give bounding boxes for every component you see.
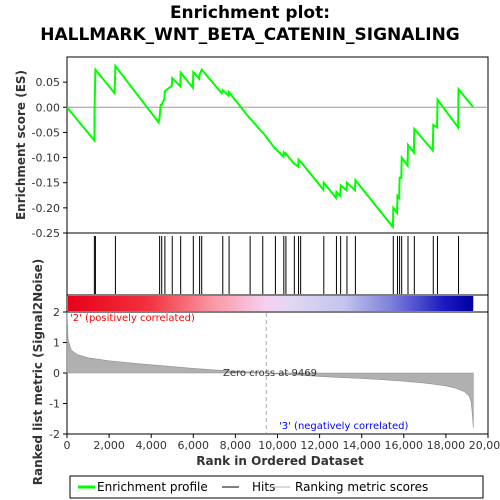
legend: Enrichment profile Hits Ranking metric s…: [69, 475, 484, 499]
x-tick-label: 10,000: [258, 439, 297, 452]
x-tick-label: 8,000: [220, 439, 252, 452]
metric-y-axis-label: Ranked list metric (Signal2Noise): [31, 259, 45, 486]
legend-hits-label: Hits: [252, 480, 275, 494]
legend-ranking-label: Ranking metric scores: [295, 480, 428, 494]
es-tick-label: -0.05: [32, 126, 60, 139]
es-tick-label: 0.05: [36, 76, 61, 89]
es-tick-label: -0.25: [32, 227, 60, 240]
enrichment-profile-line: [66, 63, 475, 230]
es-tick-label: -0.20: [32, 202, 60, 215]
es-y-axis-label: Enrichment score (ES): [14, 70, 28, 220]
chart-title-line2: HALLMARK_WNT_BETA_CATENIN_SIGNALING: [40, 25, 460, 45]
metric-tick-label: 2: [53, 306, 60, 319]
x-tick-label: 2,000: [93, 439, 125, 452]
es-panel: 0.05 0.00 -0.05 -0.10 -0.15 -0.20 -0.25: [32, 56, 489, 240]
es-panel-frame: [66, 56, 489, 234]
positive-correlation-label: '2' (positively correlated): [70, 313, 195, 324]
rank-colorbar-strip: [68, 296, 474, 311]
es-tick-label: -0.15: [32, 177, 60, 190]
metric-tick-label: 1: [53, 337, 60, 350]
es-tick-label: 0.00: [36, 101, 61, 114]
hits-panel-frame: [66, 232, 489, 296]
x-axis-label: Rank in Ordered Dataset: [196, 454, 364, 468]
negative-correlation-label: '3' (negatively correlated): [279, 421, 408, 432]
x-tick-label: 6,000: [178, 439, 210, 452]
x-tick-label: 16,000: [385, 439, 424, 452]
x-tick-label: 14,000: [342, 439, 381, 452]
ranking-metric-area: [66, 311, 474, 428]
hits-panel: [66, 232, 489, 296]
metric-tick-label: -1: [49, 398, 60, 411]
x-tick-label: 20,000: [469, 439, 500, 452]
metric-tick-label: -2: [49, 428, 60, 441]
x-tick-label: 18,000: [427, 439, 466, 452]
metric-tick-label: 0: [53, 367, 60, 380]
chart-title-line1: Enrichment plot:: [170, 3, 330, 23]
x-tick-label: 0: [64, 439, 71, 452]
es-tick-label: -0.10: [32, 152, 60, 165]
zero-cross-label: Zero cross at 9469: [223, 368, 317, 379]
metric-panel: 2 1 0 -1 -2 Zero cross at 9469 '2' (positive…: [49, 306, 489, 441]
x-tick-label: 4,000: [135, 439, 167, 452]
legend-enrichment-label: Enrichment profile: [97, 480, 208, 494]
rank-colorbar: [66, 294, 489, 313]
x-tick-label: 12,000: [300, 439, 339, 452]
